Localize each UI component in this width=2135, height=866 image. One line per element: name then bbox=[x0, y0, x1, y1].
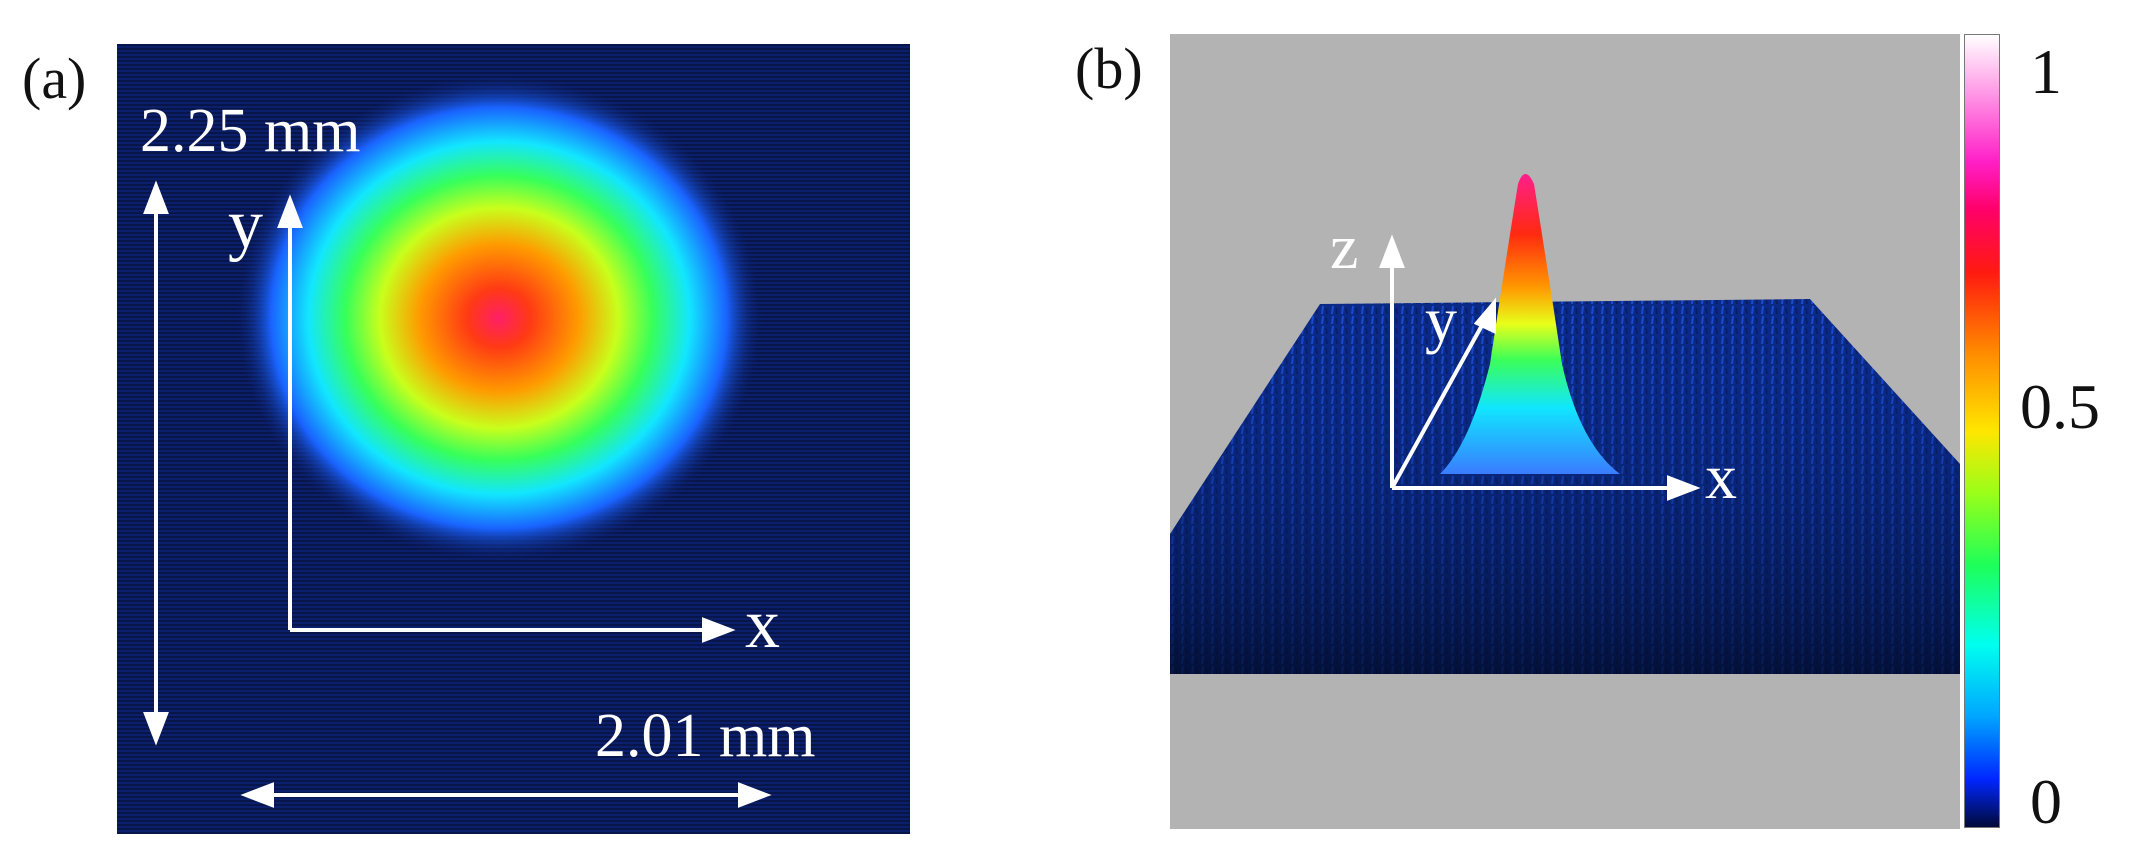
axis-y-label-b: y bbox=[1425, 284, 1457, 355]
beam-profile-image bbox=[117, 44, 910, 834]
beam-profile-svg bbox=[117, 44, 910, 834]
width-dimension-text: 2.01 mm bbox=[595, 702, 816, 770]
colorbar bbox=[1964, 34, 2000, 828]
height-dimension-text: 2.25 mm bbox=[140, 97, 361, 165]
beam-spot bbox=[234, 73, 764, 563]
colorbar-tick-0-5: 0.5 bbox=[2020, 371, 2100, 442]
axis-y-label-a: y bbox=[228, 186, 263, 263]
colorbar-tick-1: 1 bbox=[2030, 36, 2062, 107]
surface-plot-svg bbox=[1170, 34, 1960, 829]
axis-z-label-b: z bbox=[1330, 211, 1359, 282]
colorbar-tick-0: 0 bbox=[2030, 766, 2062, 837]
panel-a-label: (a) bbox=[22, 46, 87, 111]
axis-x-label-a: x bbox=[745, 586, 780, 663]
axis-x-label-b: x bbox=[1705, 441, 1737, 512]
surface-plot-image bbox=[1170, 34, 1960, 829]
surface-shading bbox=[1170, 299, 1960, 674]
panel-b-label: (b) bbox=[1075, 36, 1143, 101]
